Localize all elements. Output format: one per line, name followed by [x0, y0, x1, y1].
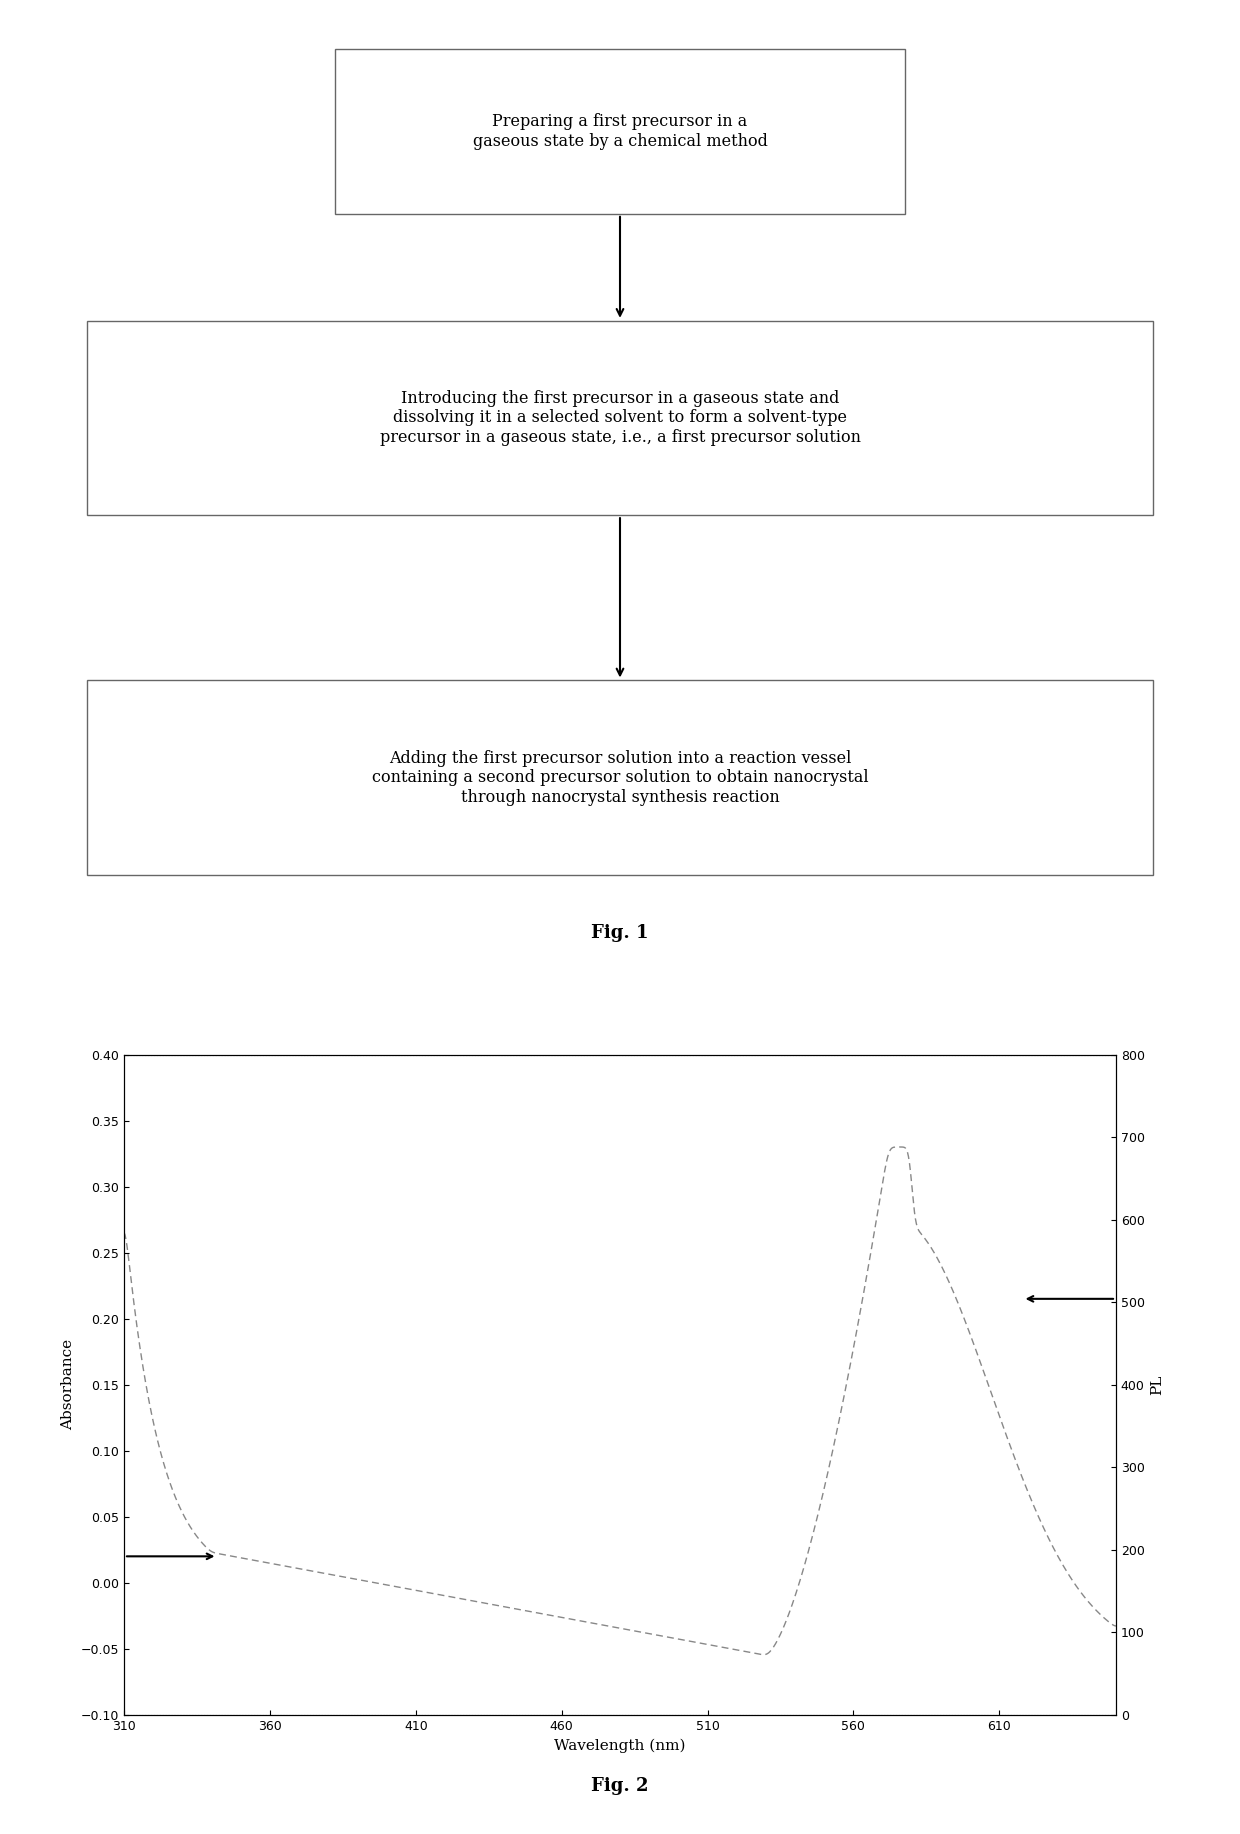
- Text: Adding the first precursor solution into a reaction vessel
containing a second p: Adding the first precursor solution into…: [372, 750, 868, 805]
- X-axis label: Wavelength (nm): Wavelength (nm): [554, 1739, 686, 1753]
- Y-axis label: PL: PL: [1151, 1374, 1164, 1396]
- Bar: [87, 680, 1153, 875]
- Text: Fig. 1: Fig. 1: [591, 924, 649, 943]
- Text: Introducing the first precursor in a gaseous state and
dissolving it in a select: Introducing the first precursor in a gas…: [379, 391, 861, 446]
- Text: Fig. 2: Fig. 2: [591, 1777, 649, 1795]
- Bar: [335, 48, 905, 215]
- Bar: [87, 321, 1153, 515]
- Text: Preparing a first precursor in a
gaseous state by a chemical method: Preparing a first precursor in a gaseous…: [472, 114, 768, 150]
- Y-axis label: Absorbance: Absorbance: [61, 1339, 76, 1431]
